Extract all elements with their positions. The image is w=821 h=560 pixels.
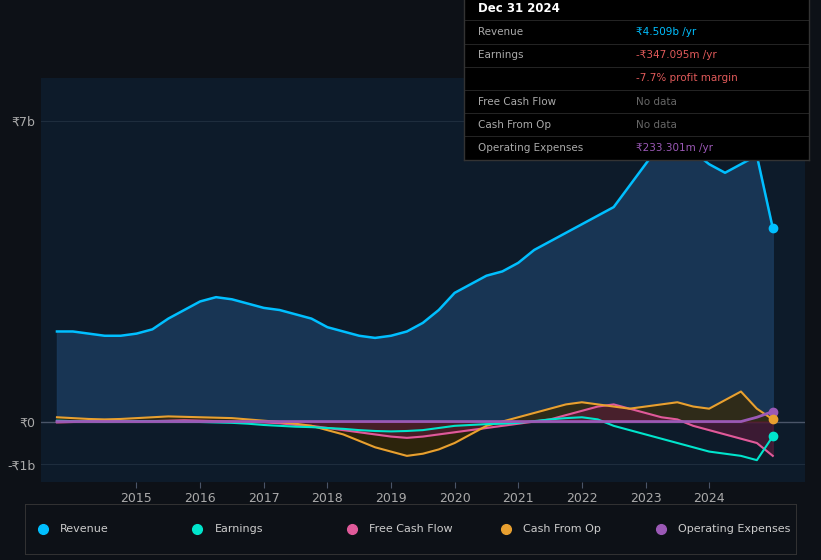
Text: Cash From Op: Cash From Op: [523, 524, 601, 534]
Text: Free Cash Flow: Free Cash Flow: [478, 97, 556, 106]
Text: Dec 31 2024: Dec 31 2024: [478, 2, 560, 15]
Text: Operating Expenses: Operating Expenses: [677, 524, 790, 534]
Text: -₹347.095m /yr: -₹347.095m /yr: [636, 50, 717, 60]
Text: Revenue: Revenue: [478, 27, 523, 37]
Text: Earnings: Earnings: [214, 524, 263, 534]
Text: ₹4.509b /yr: ₹4.509b /yr: [636, 27, 696, 37]
Text: -7.7% profit margin: -7.7% profit margin: [636, 73, 738, 83]
Text: ₹233.301m /yr: ₹233.301m /yr: [636, 143, 713, 153]
Text: Operating Expenses: Operating Expenses: [478, 143, 583, 153]
Text: Earnings: Earnings: [478, 50, 523, 60]
Text: No data: No data: [636, 97, 677, 106]
Text: Revenue: Revenue: [60, 524, 109, 534]
Text: No data: No data: [636, 120, 677, 130]
Text: Free Cash Flow: Free Cash Flow: [369, 524, 452, 534]
Text: Cash From Op: Cash From Op: [478, 120, 551, 130]
